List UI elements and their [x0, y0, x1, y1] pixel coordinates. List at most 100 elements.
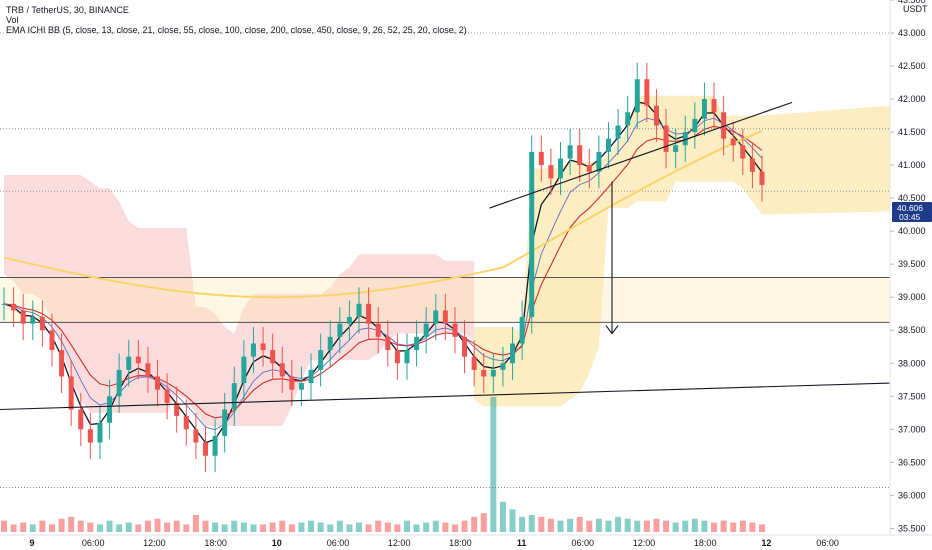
- candle-body[interactable]: [452, 323, 458, 337]
- candle-body[interactable]: [653, 105, 659, 126]
- trendline[interactable]: [0, 382, 891, 411]
- candle-body[interactable]: [193, 429, 199, 443]
- candle-body[interactable]: [510, 343, 516, 364]
- candle-body[interactable]: [337, 323, 343, 337]
- candle-body[interactable]: [366, 303, 372, 324]
- candle-body[interactable]: [174, 402, 180, 417]
- candle-body[interactable]: [423, 323, 429, 337]
- candle-body[interactable]: [538, 151, 544, 166]
- candle-body[interactable]: [730, 138, 736, 146]
- candle-body[interactable]: [634, 79, 640, 113]
- candle-body[interactable]: [126, 356, 132, 370]
- volume-bar: [250, 524, 257, 532]
- price-tick-label: 38.000: [898, 358, 926, 368]
- candle-body[interactable]: [548, 165, 554, 179]
- candle-body[interactable]: [356, 303, 362, 318]
- trendline[interactable]: [489, 101, 793, 209]
- last-price-value: 40.606: [897, 203, 923, 213]
- candle-body[interactable]: [279, 363, 285, 377]
- candle-body[interactable]: [260, 343, 266, 351]
- candle-body[interactable]: [586, 165, 592, 172]
- candle-body[interactable]: [721, 112, 727, 139]
- price-tick-label: 40.000: [898, 226, 926, 236]
- candle-body[interactable]: [673, 145, 679, 152]
- candle-body[interactable]: [749, 158, 755, 172]
- candle-body[interactable]: [30, 317, 36, 324]
- candle-body[interactable]: [577, 145, 583, 166]
- volume-bar: [68, 516, 75, 532]
- price-tick-label: 41.500: [898, 127, 926, 137]
- candle-body[interactable]: [462, 336, 468, 357]
- candle-body[interactable]: [625, 112, 631, 126]
- candle-body[interactable]: [740, 145, 746, 159]
- volume-bar: [423, 522, 430, 532]
- candle-body[interactable]: [20, 310, 26, 324]
- candle-body[interactable]: [107, 396, 113, 423]
- candle-body[interactable]: [87, 429, 93, 443]
- volume-bar: [739, 520, 746, 532]
- projection-arrow-head[interactable]: [605, 325, 619, 335]
- candle-body[interactable]: [59, 350, 65, 377]
- candle-body[interactable]: [346, 317, 352, 324]
- price-axis[interactable]: 43.500 43.000 42.500 42.000 41.500 41.000 40.5…: [889, 0, 926, 535]
- candle-body[interactable]: [241, 356, 247, 384]
- candle-body[interactable]: [414, 336, 420, 351]
- candle-body[interactable]: [759, 171, 765, 185]
- candle-body[interactable]: [212, 435, 218, 456]
- trendlines[interactable]: [0, 101, 891, 411]
- candle-body[interactable]: [78, 409, 84, 430]
- candle-body[interactable]: [318, 350, 324, 370]
- candle-body[interactable]: [68, 376, 74, 410]
- candle-body[interactable]: [164, 389, 170, 403]
- candle-body[interactable]: [116, 369, 122, 397]
- candle-body[interactable]: [663, 125, 669, 152]
- candle-body[interactable]: [644, 79, 650, 106]
- candle-body[interactable]: [519, 317, 525, 344]
- volume-bar: [643, 520, 650, 532]
- candle-body[interactable]: [155, 376, 161, 390]
- candle-body[interactable]: [500, 363, 506, 370]
- candle-body[interactable]: [135, 356, 141, 364]
- candlesticks[interactable]: [1, 62, 765, 473]
- candle-body[interactable]: [11, 303, 17, 311]
- candle-body[interactable]: [481, 369, 487, 377]
- time-axis[interactable]: 9 06:00 12:00 18:00 10 06:00 12:00 18:00 11 06:00…: [0, 534, 932, 548]
- candle-body[interactable]: [385, 336, 391, 351]
- candle-body[interactable]: [394, 350, 400, 364]
- candle-body[interactable]: [558, 158, 564, 179]
- candle-body[interactable]: [97, 422, 103, 443]
- candle-body[interactable]: [327, 336, 333, 351]
- candle-body[interactable]: [49, 330, 55, 351]
- candle-body[interactable]: [471, 356, 477, 370]
- candle-body[interactable]: [231, 383, 237, 410]
- candle-body[interactable]: [250, 343, 256, 357]
- candle-body[interactable]: [711, 99, 717, 113]
- candle-body[interactable]: [615, 125, 621, 139]
- candle-body[interactable]: [567, 145, 573, 159]
- volume-bar: [48, 524, 55, 532]
- candle-body[interactable]: [183, 416, 189, 430]
- candle-body[interactable]: [202, 442, 208, 456]
- candle-body[interactable]: [1, 303, 7, 305]
- candle-body[interactable]: [442, 310, 448, 324]
- candle-body[interactable]: [289, 376, 295, 390]
- candle-body[interactable]: [145, 363, 151, 377]
- candle-body[interactable]: [596, 151, 602, 172]
- candle-body[interactable]: [682, 132, 688, 146]
- candle-body[interactable]: [692, 118, 698, 133]
- candle-body[interactable]: [222, 409, 228, 436]
- candle-body[interactable]: [490, 369, 496, 377]
- candle-body[interactable]: [701, 99, 707, 119]
- candle-body[interactable]: [404, 350, 410, 364]
- candle-body[interactable]: [433, 310, 439, 324]
- candle-body[interactable]: [375, 323, 381, 337]
- candle-body[interactable]: [298, 383, 304, 390]
- last-price-tag-bg: [892, 202, 932, 222]
- candle-body[interactable]: [270, 350, 276, 364]
- candle-body[interactable]: [605, 138, 611, 152]
- candle-body[interactable]: [39, 317, 45, 331]
- candle-body[interactable]: [308, 369, 314, 384]
- candle-body[interactable]: [529, 151, 535, 318]
